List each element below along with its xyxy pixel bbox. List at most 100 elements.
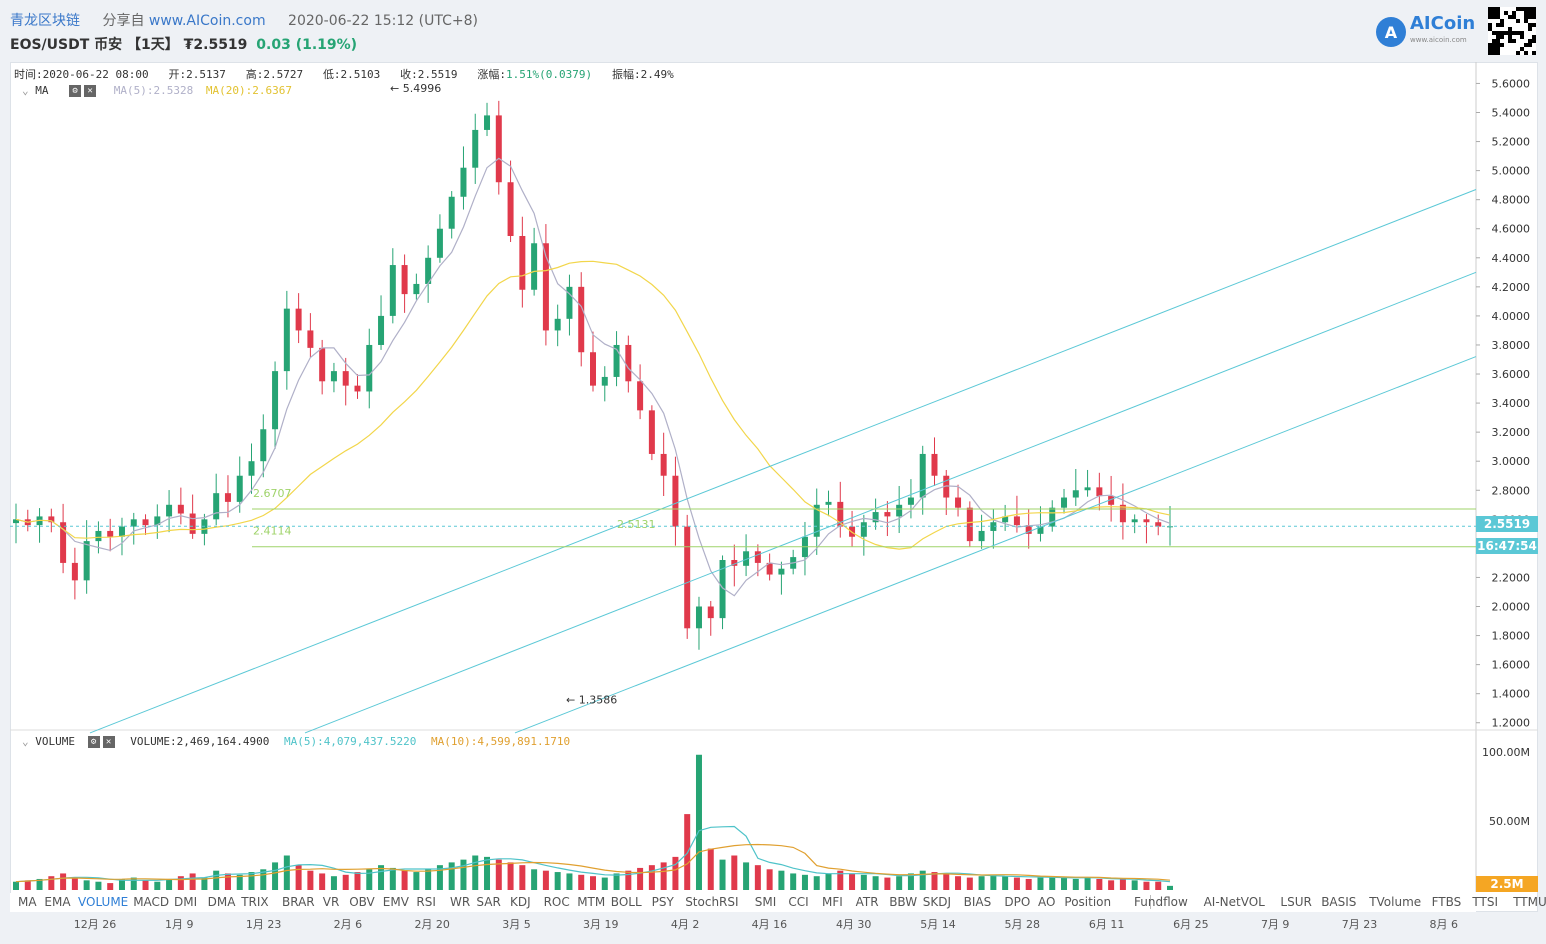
indicator-tab-dmi[interactable]: DMI bbox=[174, 895, 198, 909]
candle-body bbox=[943, 475, 950, 498]
candle-body bbox=[743, 551, 750, 566]
volume-bar bbox=[1155, 881, 1162, 890]
fib-label-bottom: 2.4114 bbox=[253, 525, 292, 538]
indicator-tab-sar[interactable]: SAR bbox=[476, 895, 501, 909]
volume-bar bbox=[743, 862, 750, 890]
volume-bar bbox=[166, 878, 173, 890]
volume-bar bbox=[943, 873, 950, 890]
candle-body bbox=[378, 315, 385, 345]
indicator-tab-ma[interactable]: MA bbox=[18, 895, 37, 909]
volume-bar bbox=[95, 881, 102, 890]
indicator-tab-obv[interactable]: OBV bbox=[349, 895, 375, 909]
y-tick-label: 2.8000 bbox=[1492, 484, 1531, 497]
volume-bar bbox=[1013, 877, 1020, 890]
volume-bar bbox=[236, 874, 243, 890]
y-tick-label: 5.4000 bbox=[1492, 106, 1531, 119]
ohlc-open: 开:2.5137 bbox=[168, 68, 226, 81]
indicator-tab-macd[interactable]: MACD bbox=[133, 895, 170, 909]
indicator-tab-cci[interactable]: CCI bbox=[788, 895, 809, 909]
volume-bar bbox=[448, 862, 455, 890]
close-icon[interactable]: ✕ bbox=[84, 85, 97, 97]
x-tick-label: 12月 26 bbox=[73, 918, 117, 931]
indicator-tab-ema[interactable]: EMA bbox=[44, 895, 71, 909]
x-tick-label: 3月 5 bbox=[502, 918, 531, 931]
indicator-tab-mfi[interactable]: MFI bbox=[822, 895, 843, 909]
y-tick-label: 4.8000 bbox=[1492, 194, 1531, 207]
volume-bar bbox=[342, 874, 349, 890]
indicator-tab-trix[interactable]: TRIX bbox=[241, 895, 269, 909]
indicator-tab-brar[interactable]: BRAR bbox=[282, 895, 315, 909]
indicator-tab-ai-netvol[interactable]: AI-NetVOL bbox=[1203, 895, 1265, 909]
volume-bar bbox=[731, 855, 738, 890]
brand-name[interactable]: 青龙区块链 bbox=[10, 13, 80, 29]
indicator-tab-kdj[interactable]: KDJ bbox=[510, 895, 531, 909]
candle-body bbox=[260, 429, 267, 462]
candle-body bbox=[907, 497, 914, 505]
indicator-tab-dpo[interactable]: DPO bbox=[1004, 895, 1031, 909]
indicator-tab-stochrsi[interactable]: StochRSI bbox=[685, 895, 739, 909]
indicator-tab-mtm[interactable]: MTM bbox=[577, 895, 606, 909]
indicator-tab-vr[interactable]: VR bbox=[322, 895, 340, 909]
volume-bar bbox=[931, 872, 938, 890]
volume-bar bbox=[48, 876, 55, 890]
candle-body bbox=[554, 318, 561, 331]
volume-bar bbox=[177, 876, 184, 890]
ohlc-time: 时间:2020-06-22 08:00 bbox=[14, 68, 149, 81]
indicator-tab-boll[interactable]: BOLL bbox=[610, 895, 642, 909]
indicator-tab-emv[interactable]: EMV bbox=[382, 895, 409, 909]
indicator-tab-atr[interactable]: ATR bbox=[855, 895, 879, 909]
indicator-tab-position[interactable]: Position bbox=[1064, 895, 1112, 909]
indicator-tab-ttmu[interactable]: TTMU bbox=[1513, 895, 1546, 909]
indicator-tab-dma[interactable]: DMA bbox=[207, 895, 236, 909]
volume-bar bbox=[778, 870, 785, 890]
indicator-tab-tvolume[interactable]: TVolume bbox=[1369, 895, 1422, 909]
last-price-tag: 2.5519 bbox=[1476, 516, 1538, 532]
indicator-tab-ftbs[interactable]: FTBS bbox=[1431, 895, 1462, 909]
volume-bar bbox=[295, 865, 302, 890]
collapse-icon[interactable]: ⌄ bbox=[22, 84, 29, 97]
logo-sub: www.aicoin.com bbox=[1410, 36, 1467, 44]
indicator-tab-skdj[interactable]: SKDJ bbox=[922, 895, 952, 909]
indicator-tab-basis[interactable]: BASIS bbox=[1321, 895, 1357, 909]
indicator-tab-bbw[interactable]: BBW bbox=[889, 895, 918, 909]
gear-icon[interactable]: ⚙ bbox=[87, 736, 100, 748]
candle-body bbox=[224, 493, 231, 502]
gear-icon[interactable]: ⚙ bbox=[69, 85, 82, 97]
volume-bar bbox=[213, 870, 220, 890]
indicator-tab-ao[interactable]: AO bbox=[1038, 895, 1056, 909]
indicator-tab-roc[interactable]: ROC bbox=[543, 895, 570, 909]
site-link[interactable]: www.AICoin.com bbox=[148, 13, 266, 29]
candle-body bbox=[625, 344, 632, 382]
candle-body bbox=[472, 129, 479, 168]
candle-body bbox=[425, 257, 432, 284]
candle-body bbox=[684, 526, 691, 629]
y-tick-label: 4.0000 bbox=[1492, 310, 1531, 323]
volume-bar bbox=[354, 872, 361, 890]
indicator-tab-volume[interactable]: VOLUME bbox=[78, 895, 129, 909]
volume-bar bbox=[472, 855, 479, 890]
indicator-tab-rsi[interactable]: RSI bbox=[416, 895, 436, 909]
ma5-line bbox=[15, 157, 1171, 597]
indicator-tab-smi[interactable]: SMI bbox=[754, 895, 777, 909]
candle-body bbox=[754, 551, 761, 563]
indicator-tab-psy[interactable]: PSY bbox=[651, 895, 674, 909]
indicator-tab-ttsi[interactable]: TTSI bbox=[1472, 895, 1498, 909]
indicator-tab-lsur[interactable]: LSUR bbox=[1280, 895, 1312, 909]
indicator-tab-fundflow[interactable]: Fundflow bbox=[1134, 895, 1188, 909]
low-marker: ← 1.3586 bbox=[566, 694, 617, 707]
indicator-tab-wr[interactable]: WR bbox=[450, 895, 471, 909]
indicator-tab-bias[interactable]: BIAS bbox=[963, 895, 992, 909]
candle-body bbox=[448, 196, 455, 229]
y-tick-label: 3.6000 bbox=[1492, 368, 1531, 381]
volume-bar bbox=[189, 873, 196, 890]
volume-bar bbox=[1131, 880, 1138, 890]
volume-bar bbox=[907, 873, 914, 890]
volume-bar bbox=[978, 876, 985, 890]
volume-bar bbox=[1096, 878, 1103, 890]
close-icon[interactable]: ✕ bbox=[102, 736, 115, 748]
volume-tick-label: 50.00M bbox=[1489, 815, 1530, 828]
candle-body bbox=[295, 308, 302, 331]
collapse-icon[interactable]: ⌄ bbox=[22, 735, 29, 748]
volume-bar bbox=[825, 873, 832, 890]
